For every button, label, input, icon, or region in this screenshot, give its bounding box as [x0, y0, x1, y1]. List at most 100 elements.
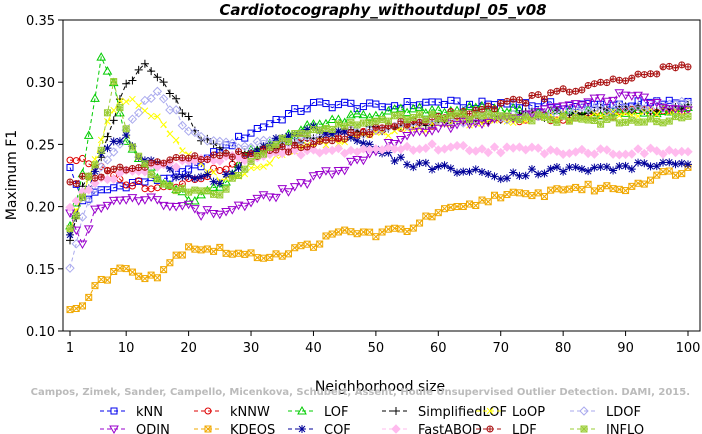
point-loop: [210, 168, 217, 176]
point-ldf: [490, 105, 498, 113]
point-ldf: [228, 153, 236, 161]
point-lof: [115, 107, 125, 117]
point-ldf: [659, 63, 667, 71]
legend-label: LDOF: [606, 405, 641, 420]
point-lof: [346, 109, 356, 119]
point-kdeos: [135, 272, 143, 280]
point-inflo: [453, 110, 461, 118]
point-knn: [284, 110, 292, 118]
point-kdeos: [453, 203, 461, 211]
point-inflo: [185, 188, 193, 196]
point-odin: [633, 91, 643, 101]
point-kdeos: [416, 219, 424, 227]
point-simplifiedlof: [128, 76, 137, 85]
point-ldf: [503, 97, 511, 105]
point-ldf: [565, 88, 573, 96]
legend-label: SimplifiedLOF: [418, 405, 507, 420]
legend-marker: [298, 425, 306, 433]
point-ldof: [165, 105, 175, 115]
point-cof: [284, 131, 293, 140]
point-inflo: [303, 130, 311, 138]
point-ldf: [515, 96, 523, 104]
point-kdeos: [665, 167, 673, 175]
point-fastabod: [215, 156, 225, 166]
series-inflo: [66, 78, 692, 233]
point-odin: [583, 98, 593, 107]
point-odin: [165, 202, 175, 212]
point-knnw: [128, 182, 136, 190]
point-ldf: [484, 102, 492, 110]
point-kdeos: [478, 196, 486, 204]
point-cof: [677, 159, 686, 168]
point-odin: [252, 194, 263, 204]
y-tick-label: 0.30: [26, 76, 55, 91]
point-loop: [672, 106, 679, 114]
point-cof: [415, 159, 424, 168]
point-inflo: [122, 125, 130, 133]
point-loop: [116, 97, 124, 105]
point-odin: [90, 205, 100, 215]
point-ldof: [240, 141, 250, 151]
point-ldof: [614, 99, 625, 110]
point-odin: [564, 101, 575, 110]
point-ldf: [547, 89, 555, 97]
point-kdeos: [185, 243, 193, 251]
point-odin: [601, 97, 612, 107]
point-odin: [77, 240, 88, 249]
point-ldof: [127, 114, 138, 124]
point-ldf: [378, 124, 386, 132]
point-kdeos: [309, 243, 317, 251]
point-loop: [253, 164, 261, 171]
point-kdeos: [166, 259, 174, 267]
point-odin: [477, 120, 487, 129]
point-inflo: [434, 114, 442, 122]
point-cof: [496, 175, 505, 184]
point-ldf: [609, 75, 617, 83]
point-loop: [591, 110, 598, 117]
point-cof: [527, 165, 536, 174]
point-ldof: [171, 105, 181, 115]
x-tick-label: 60: [430, 341, 447, 356]
x-tick-label: 70: [492, 341, 509, 356]
point-ldf: [559, 85, 567, 93]
point-fastabod: [389, 144, 400, 154]
point-kdeos: [428, 213, 436, 221]
point-kdeos: [160, 266, 168, 274]
point-simplifiedlof: [165, 89, 174, 98]
point-odin: [71, 226, 82, 236]
point-inflo: [615, 119, 623, 127]
point-inflo: [278, 134, 286, 142]
point-loop: [266, 159, 274, 167]
point-cof: [222, 170, 231, 179]
point-loop: [135, 102, 143, 109]
point-kdeos: [341, 226, 349, 234]
point-ldf: [647, 70, 655, 78]
point-kdeos: [334, 228, 342, 236]
point-ldf: [72, 180, 80, 188]
point-kdeos: [372, 233, 380, 241]
point-ldf: [590, 80, 598, 88]
point-ldof: [215, 136, 225, 147]
point-ldf: [572, 87, 580, 95]
point-cof: [459, 167, 468, 176]
point-kdeos: [497, 194, 505, 202]
point-ldf: [328, 137, 336, 145]
point-lof: [96, 52, 107, 61]
point-ldf: [153, 158, 161, 166]
point-inflo: [653, 118, 661, 126]
point-loop: [615, 112, 623, 120]
point-odin: [514, 114, 525, 123]
point-fastabod: [277, 148, 287, 159]
point-knn: [247, 129, 255, 137]
point-inflo: [266, 143, 274, 151]
point-odin: [570, 100, 581, 109]
point-cof: [490, 172, 499, 181]
point-ldf: [353, 131, 361, 139]
point-ldof: [296, 134, 306, 145]
x-tick-label: 80: [555, 341, 572, 356]
point-knn: [403, 98, 411, 106]
point-kdeos: [147, 271, 155, 279]
point-cof: [109, 137, 118, 146]
point-fastabod: [452, 140, 462, 151]
point-loop: [104, 118, 111, 125]
